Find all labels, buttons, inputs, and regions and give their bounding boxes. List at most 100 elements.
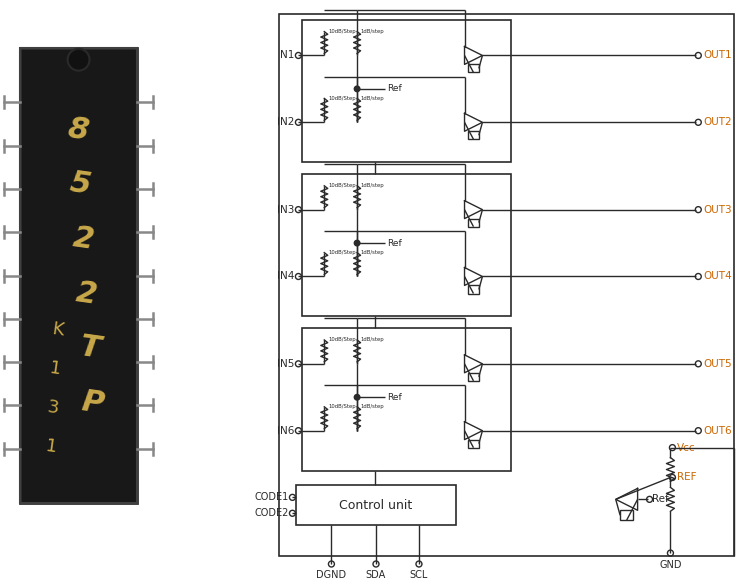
Point [121, 368, 133, 378]
Point [100, 327, 112, 336]
Point [112, 416, 125, 425]
Point [123, 116, 135, 125]
Point [80, 371, 92, 380]
Point [61, 470, 73, 480]
Point [46, 199, 58, 208]
Point [46, 427, 58, 436]
Point [124, 303, 136, 313]
Point [129, 129, 141, 139]
Point [67, 184, 79, 194]
Point [21, 181, 33, 190]
Point [41, 454, 53, 463]
Point [69, 179, 81, 189]
Point [62, 150, 74, 159]
Point [26, 134, 38, 143]
Point [119, 406, 131, 415]
Point [92, 151, 104, 161]
Point [92, 140, 104, 149]
Point [38, 475, 50, 485]
Point [112, 377, 125, 386]
Point [116, 385, 128, 395]
Point [76, 411, 88, 420]
Point [120, 260, 132, 269]
Point [74, 132, 86, 141]
Point [128, 188, 140, 197]
Point [100, 240, 112, 250]
Point [89, 127, 101, 137]
Point [53, 207, 65, 217]
Point [86, 51, 98, 61]
Point [101, 394, 113, 403]
Point [126, 198, 138, 207]
Point [100, 121, 112, 130]
Point [58, 365, 70, 375]
Point [20, 298, 32, 307]
Point [81, 136, 93, 145]
Point [50, 368, 62, 377]
Point [68, 79, 80, 88]
Point [23, 193, 35, 202]
Point [40, 294, 52, 304]
Point [53, 260, 64, 269]
Point [29, 153, 41, 162]
Point [107, 308, 119, 318]
Point [58, 340, 70, 350]
Point [40, 169, 52, 179]
Point [112, 274, 124, 283]
Point [79, 462, 91, 471]
Point [51, 363, 63, 372]
Point [57, 120, 69, 129]
Point [38, 225, 50, 235]
Point [26, 167, 38, 176]
Point [110, 371, 122, 381]
Point [41, 175, 53, 184]
Point [100, 241, 112, 250]
Point [112, 251, 125, 260]
Point [106, 463, 118, 473]
Point [100, 73, 112, 82]
Text: P: P [80, 387, 106, 419]
Point [56, 487, 68, 496]
Point [50, 425, 62, 435]
Point [42, 222, 54, 232]
Point [36, 65, 48, 74]
Point [34, 49, 46, 59]
Point [122, 269, 134, 278]
Point [87, 300, 99, 310]
Point [96, 352, 108, 361]
Point [104, 367, 116, 376]
Point [17, 178, 29, 187]
Point [94, 95, 106, 104]
Point [61, 439, 73, 449]
Point [109, 206, 121, 215]
Point [68, 186, 80, 196]
Point [120, 403, 132, 413]
Point [47, 257, 59, 266]
Point [28, 189, 40, 198]
Point [118, 107, 130, 116]
Point [19, 75, 31, 84]
Point [104, 445, 116, 454]
Point [102, 438, 114, 447]
Point [41, 352, 53, 361]
Point [56, 201, 68, 210]
Point [40, 132, 53, 141]
Point [127, 420, 139, 429]
Point [20, 418, 32, 427]
Point [42, 169, 54, 178]
Point [112, 259, 125, 268]
Point [40, 372, 52, 382]
Point [32, 141, 44, 150]
Point [56, 184, 68, 194]
Point [105, 387, 117, 396]
Point [49, 393, 61, 403]
Point [51, 211, 63, 221]
Point [43, 159, 55, 169]
Point [82, 435, 94, 445]
Point [99, 315, 111, 325]
Point [31, 78, 43, 87]
Point [29, 364, 41, 373]
Point [100, 309, 112, 318]
Point [64, 251, 76, 261]
Point [97, 89, 109, 98]
